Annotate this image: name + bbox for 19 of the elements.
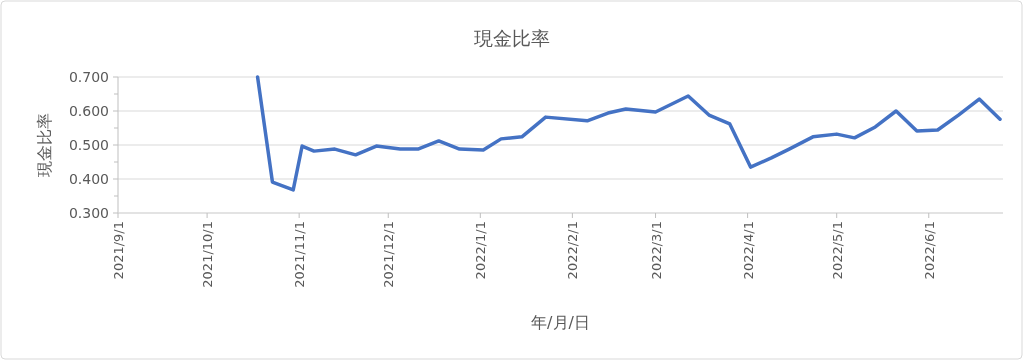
y-tick-label: 0.600 [68,103,109,119]
y-tick-label: 0.400 [68,171,109,187]
x-tick-label: 2022/2/1 [565,221,581,280]
x-axis-title: 年/月/日 [531,313,590,332]
chart-title: 現金比率 [474,27,550,49]
x-tick-label: 2021/10/1 [200,221,216,288]
x-tick-label: 2022/3/1 [648,221,664,280]
y-tick-label: 0.500 [68,137,109,153]
x-tick-label: 2021/11/1 [292,221,308,288]
x-tick-label: 2021/12/1 [381,221,397,288]
x-tick-label: 2022/4/1 [740,221,756,280]
x-tick-label: 2022/5/1 [829,221,845,280]
x-tick-label: 2022/6/1 [921,221,937,280]
line-series [255,75,1002,192]
x-tick-label: 2021/9/1 [111,221,126,280]
y-tick-label: 0.700 [68,69,109,85]
y-axis-title: 現金比率 [35,113,54,177]
y-tick-label: 0.300 [68,205,109,221]
x-tick-label: 2022/1/1 [473,221,489,280]
